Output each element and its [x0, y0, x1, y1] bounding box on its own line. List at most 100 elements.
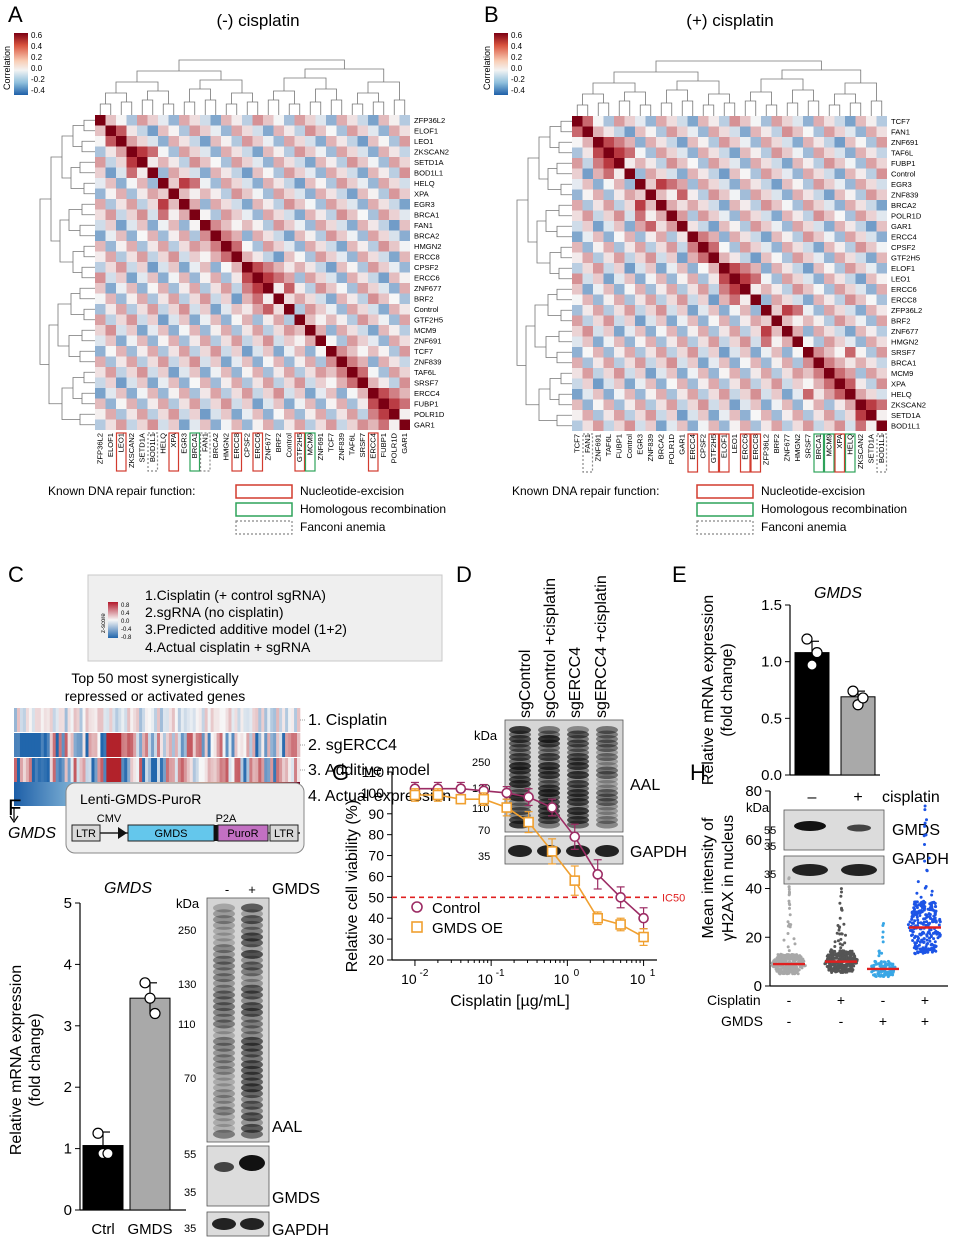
heatmap-cell [792, 336, 803, 347]
expression-cell [243, 708, 247, 732]
heatmap-cell [179, 167, 190, 178]
heatmap-cell [803, 179, 814, 190]
heatmap-cell [305, 377, 316, 388]
heatmap-cell [876, 336, 887, 347]
expression-cell [246, 758, 250, 782]
chart-h-point [922, 937, 926, 941]
chart-h-point [925, 938, 929, 942]
heatmap-cell [792, 273, 803, 284]
heatmap-cell [614, 200, 625, 211]
expression-cell [213, 708, 217, 732]
heatmap-cell [834, 137, 845, 148]
col-label: CPSF2 [698, 434, 707, 458]
row-label: ZFP36L2 [414, 116, 445, 125]
chart-h-point [779, 969, 783, 973]
chart-h-point [908, 920, 912, 924]
panel-b-title: (+) cisplatin [686, 11, 773, 30]
chart-h-point [844, 966, 848, 970]
heatmap-cell [813, 263, 824, 274]
heatmap-cell [876, 200, 887, 211]
heatmap-cell [624, 263, 635, 274]
heatmap-cell [771, 347, 782, 358]
heatmap-cell [200, 251, 211, 262]
heatmap-cell [378, 377, 389, 388]
blot-smear [213, 1129, 235, 1139]
heatmap-cell [326, 304, 337, 315]
heatmap-cell [771, 221, 782, 232]
heatmap-cell [614, 389, 625, 400]
heatmap-cell [95, 335, 106, 346]
colorbar-tick: 0.2 [31, 53, 43, 62]
chart-h-point [929, 928, 933, 932]
heatmap-cell [116, 335, 127, 346]
heatmap-cell [845, 168, 856, 179]
heatmap-cell [200, 136, 211, 147]
heatmap-cell [378, 167, 389, 178]
expression-cell [228, 733, 232, 757]
heatmap-cell [740, 221, 751, 232]
heatmap-cell [137, 293, 148, 304]
heatmap-cell [336, 199, 347, 210]
panel-h-row1-1: - [787, 992, 792, 1008]
expression-cell [288, 733, 292, 757]
heatmap-cell [750, 147, 761, 158]
heatmap-cell [708, 315, 719, 326]
heatmap-cell [263, 167, 274, 178]
construct-ltr-right-label: LTR [274, 828, 294, 840]
expression-cell [130, 708, 134, 732]
heatmap-cell [284, 188, 295, 199]
heatmap-cell [729, 420, 740, 431]
heatmap-cell [231, 293, 242, 304]
panel-f-band-gapdh: GAPDH [272, 1222, 329, 1239]
blot-smear [596, 802, 618, 811]
heatmap-cell [168, 377, 179, 388]
heatmap-cell [813, 326, 824, 337]
heatmap-cell [357, 367, 368, 378]
heatmap-cell [273, 356, 284, 367]
heatmap-cell [221, 220, 232, 231]
heatmap-cell [158, 178, 169, 189]
heatmap-cell [252, 115, 263, 126]
expression-cell [249, 758, 253, 782]
row-label: GTF2H5 [414, 315, 443, 324]
heatmap-cell [876, 168, 887, 179]
heatmap-cell [95, 346, 106, 357]
dendrogram-branch [81, 203, 95, 216]
heatmap-cell [189, 272, 200, 283]
heatmap-cell [357, 272, 368, 283]
chart-g-x-tick-exponent: 1 [650, 968, 656, 979]
heatmap-cell [368, 304, 379, 315]
panel-e-kda: kDa [746, 800, 770, 815]
dendrogram-branch [59, 219, 73, 263]
heatmap-cell [729, 389, 740, 400]
dendrogram-branch [597, 102, 610, 116]
col-label: ZNF839 [646, 434, 655, 461]
heatmap-cell [666, 179, 677, 190]
dendrogram-branch [849, 102, 862, 116]
heatmap-cell [834, 126, 845, 137]
panel-d-band-aal: AAL [630, 777, 660, 794]
heatmap-cell [126, 409, 137, 420]
heatmap-cell [719, 200, 730, 211]
expression-cell [192, 708, 197, 732]
colorbar-tick: 0.0 [31, 64, 43, 73]
heatmap-cell [666, 326, 677, 337]
heatmap-cell [273, 188, 284, 199]
heatmap-cell [750, 231, 761, 242]
expression-cell [136, 708, 140, 732]
repair-function-box [189, 432, 201, 472]
heatmap-cell [719, 252, 730, 263]
heatmap-cell [347, 272, 358, 283]
heatmap-cell [347, 146, 358, 157]
repair-function-box [294, 432, 306, 472]
heatmap-cell [572, 210, 583, 221]
heatmap-cell [305, 314, 316, 325]
heatmap-cell [792, 126, 803, 137]
heatmap-cell [368, 188, 379, 199]
panel-f-marker-110: 110 [178, 1019, 196, 1031]
chart-h-y-tick-label: 80 [745, 783, 762, 800]
heatmap-cell [855, 242, 866, 253]
chart-h-point [788, 965, 791, 969]
heatmap-cell [803, 315, 814, 326]
